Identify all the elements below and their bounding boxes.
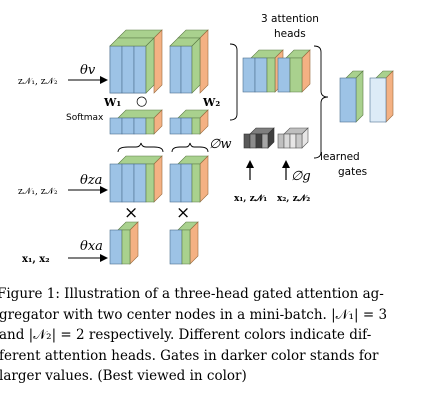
gate-input-node2: x₂, z𝒩₂ [277,194,310,204]
w2-label: W₂ [202,96,220,109]
times-operator-node1: × [124,203,138,223]
caption-line: Figure 1: Illustration of a three-head g… [0,286,384,302]
phi-w-label: ∅w [209,137,231,152]
input-z-row2: z𝒩₁, z𝒩₂ [18,187,58,197]
softmax-tensor-node1 [109,109,163,135]
theta-xa-label: θxa [80,239,103,254]
gate-input-node1: x₁, z𝒩₁ [234,194,267,204]
input-z-row1: z𝒩₁, z𝒩₂ [18,77,58,87]
learned-gates-line1: learned [320,151,360,163]
learned-gates-line2: gates [338,166,367,178]
tensor-za-node2 [169,155,209,203]
tensor-xa-node2 [169,221,199,265]
gate-node2 [277,127,309,149]
attention-heads-line2: heads [274,28,306,40]
bracket-right [313,45,329,159]
final-output-node2 [369,70,394,123]
caption-line: ferent attention heads. Gates in darker … [0,347,379,364]
tensor-v-node2 [169,29,209,94]
input-x-row: x₁, x₂ [22,254,50,265]
head-output-node2 [277,49,311,93]
theta-za-label: θza [80,173,102,188]
figure-illustration: z𝒩₁, z𝒩₂ θv W₁ ○ W₂ Softmax ∅w [18,13,394,265]
dot-operator: ○ [136,94,147,109]
final-output-node1 [339,70,364,123]
caption-line: larger values. (Best viewed in color) [0,368,247,384]
caption-line: and |𝒩₂| = 2 respectively. Different col… [0,327,372,343]
softmax-label: Softmax [66,113,104,123]
tensor-v-node1 [109,29,163,94]
head-output-node1 [242,49,284,93]
bracket-left [229,43,238,121]
tensor-xa-node1 [109,221,139,265]
tensor-za-node1 [109,155,163,203]
gate-node1 [243,127,275,149]
brace-node2 [171,142,209,153]
brace-node1 [117,142,164,153]
softmax-tensor-node2 [169,109,209,135]
w1-label: W₁ [103,96,121,109]
caption-line: gregator with two center nodes in a mini… [0,306,388,323]
times-operator-node2: × [176,203,190,223]
attention-heads-line1: 3 attention [261,13,319,25]
phi-g-label: ∅g [291,169,311,184]
figure-caption: Figure 1: Illustration of a three-head g… [0,284,433,387]
theta-v-label: θv [80,63,96,78]
